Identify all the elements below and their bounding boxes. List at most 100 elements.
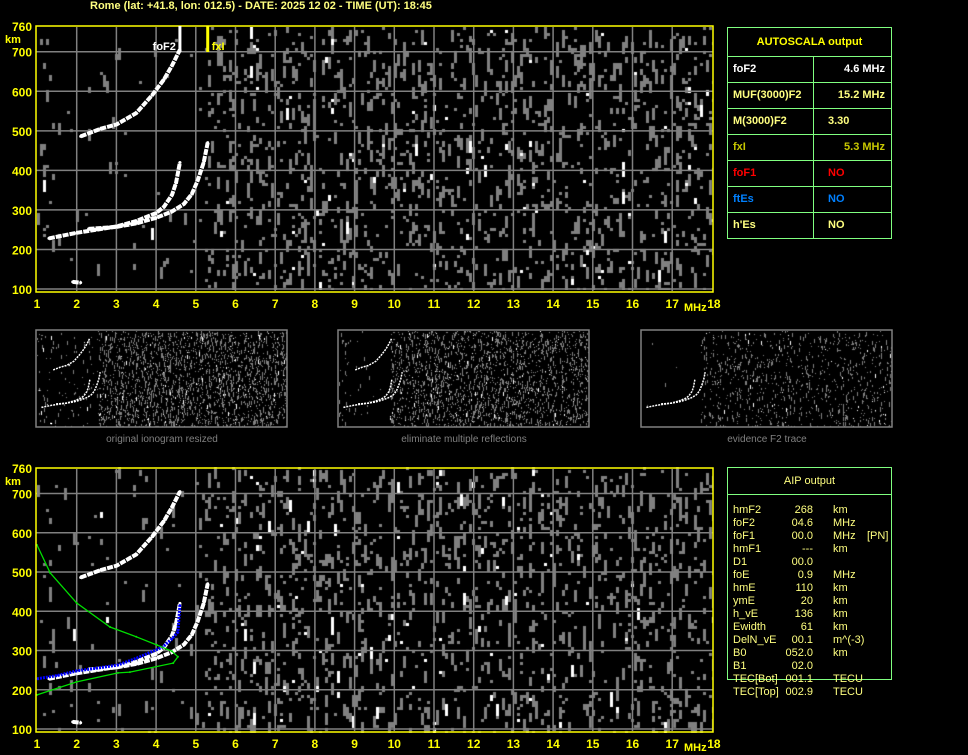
data-point xyxy=(135,635,138,638)
data-point xyxy=(172,662,175,665)
y-tick-label: 400 xyxy=(12,605,32,619)
x-tick-label: 18 xyxy=(707,737,721,751)
aip-unit: m^(-3) xyxy=(833,634,865,646)
y-tick-label: 200 xyxy=(12,684,32,698)
thumbnail-frame xyxy=(640,329,893,428)
aip-flag: [PN] xyxy=(867,530,889,542)
x-tick-label: 10 xyxy=(388,737,402,751)
data-point xyxy=(136,656,139,659)
x-tick-label: 16 xyxy=(626,297,640,311)
aip-unit: km xyxy=(833,582,848,594)
data-point xyxy=(154,216,158,220)
data-point xyxy=(162,77,166,81)
aip-unit: km xyxy=(833,504,848,516)
data-point xyxy=(79,281,83,285)
x-tick-label: 1 xyxy=(34,737,41,751)
data-point xyxy=(170,209,174,213)
column-divider xyxy=(813,212,814,238)
data-point xyxy=(174,181,178,185)
y-tick-label: 200 xyxy=(12,243,32,257)
aip-label: B0 xyxy=(733,647,747,659)
data-point xyxy=(154,652,158,656)
x-tick-label: 13 xyxy=(507,737,521,751)
aip-label: DelN_vE xyxy=(733,634,777,646)
x-tick-label: 3 xyxy=(113,297,120,311)
x-tick-label: 17 xyxy=(666,297,680,311)
autoscala-label: M(3000)F2 xyxy=(733,115,787,127)
data-point xyxy=(190,633,194,637)
data-point xyxy=(178,490,182,494)
aip-label: hmF2 xyxy=(733,504,762,516)
echo-trace-series xyxy=(88,583,210,672)
x-tick-label: 16 xyxy=(626,737,640,751)
autoscala-output-table: AUTOSCALA output foF2 4.6 MHz MUF(3000)F2 1… xyxy=(727,27,892,239)
aip-value: 0.9 xyxy=(797,569,813,581)
x-tick-label: 11 xyxy=(428,737,441,751)
data-point xyxy=(47,236,51,240)
data-point xyxy=(190,192,194,196)
x-tick-label: 17 xyxy=(666,737,680,751)
aip-label: Ewidth xyxy=(733,621,767,633)
aip-value: 136 xyxy=(794,608,813,620)
data-point xyxy=(182,202,186,206)
autoscala-label: h'Es xyxy=(733,219,756,231)
autoscala-row-ftes: ftEs NO xyxy=(728,186,891,213)
thumbnail-trace xyxy=(41,379,91,409)
aip-value: 052.0 xyxy=(785,647,813,659)
aip-label: B1 xyxy=(733,660,747,672)
aip-label: foF1 xyxy=(733,530,756,542)
data-point xyxy=(99,127,103,131)
y-tick-label: 400 xyxy=(12,164,32,178)
thumbnail-trace xyxy=(343,379,393,409)
autoscala-value: 4.6 MHz xyxy=(844,63,885,75)
data-point xyxy=(134,111,138,115)
x-tick-label: 11 xyxy=(428,297,441,311)
aip-unit: MHz xyxy=(833,517,856,529)
thumbnails xyxy=(35,329,893,428)
aip-value: 110 xyxy=(795,582,813,594)
x-tick-label: 5 xyxy=(192,737,199,751)
y-tick-label: 500 xyxy=(12,566,32,580)
autoscala-label: MUF(3000)F2 xyxy=(733,89,802,101)
data-point xyxy=(154,211,158,215)
thumbnail-caption-eliminated: eliminate multiple reflections xyxy=(401,434,527,445)
y-tick-label: 300 xyxy=(12,645,32,659)
aip-unit: TECU xyxy=(833,673,863,685)
autoscala-value: 3.30 xyxy=(828,115,850,127)
data-point xyxy=(63,233,67,237)
data-point xyxy=(196,619,200,623)
x-tick-label: 4 xyxy=(153,737,160,751)
data-point xyxy=(128,671,131,674)
x-tick-label: 14 xyxy=(546,297,560,311)
aip-label: foF2 xyxy=(733,517,756,529)
column-divider xyxy=(813,134,814,160)
aip-unit: km xyxy=(833,595,848,607)
data-point xyxy=(75,231,79,235)
data-point xyxy=(116,664,119,667)
column-divider xyxy=(813,108,814,134)
data-point xyxy=(154,656,158,660)
plot-frame xyxy=(35,467,714,733)
x-tick-label: 18 xyxy=(707,297,721,311)
thumbnail-caption-original: original ionogram resized xyxy=(106,434,218,445)
y-tick-label: 100 xyxy=(12,283,32,297)
aip-label: foE xyxy=(733,569,750,581)
aip-value: 00.1 xyxy=(791,634,813,646)
data-point xyxy=(176,655,179,658)
autoscala-row-m3000f2: M(3000)F2 3.30 xyxy=(728,108,891,135)
column-divider xyxy=(813,160,814,186)
data-point xyxy=(134,552,138,556)
data-point xyxy=(206,582,210,586)
thumbnail-trace xyxy=(56,372,101,405)
y-tick-label: 700 xyxy=(12,488,32,502)
data-point xyxy=(75,602,78,605)
aip-value: 61 xyxy=(800,621,813,633)
aip-label: hmF1 xyxy=(733,543,762,555)
autoscala-value: NO xyxy=(828,167,845,179)
fof2-marker-label: foF2 xyxy=(153,41,176,53)
data-point xyxy=(182,643,186,647)
autoscala-value: NO xyxy=(828,193,845,205)
autoscala-row-fof1: foF1 NO xyxy=(728,160,891,187)
thumbnail-trace xyxy=(354,337,393,371)
